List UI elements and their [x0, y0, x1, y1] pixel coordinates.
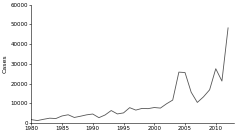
Y-axis label: Cases: Cases	[3, 55, 8, 73]
